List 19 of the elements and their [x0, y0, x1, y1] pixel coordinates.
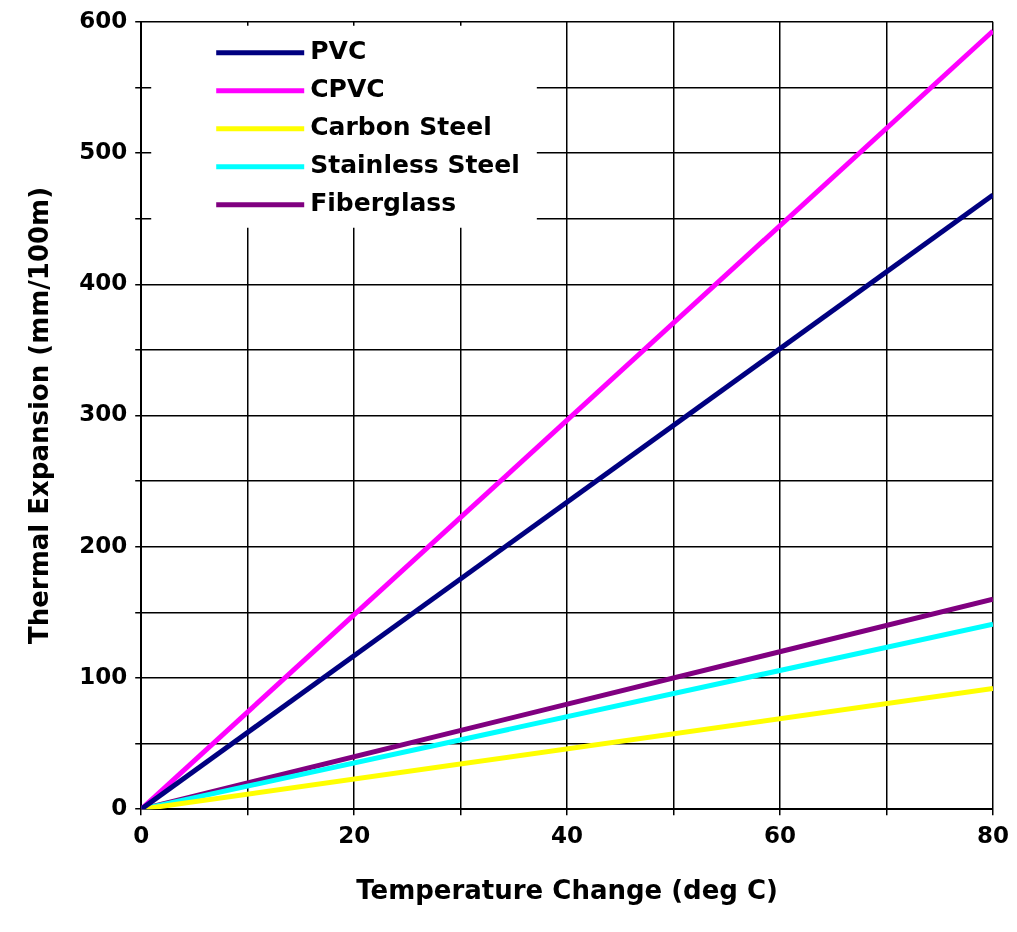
x-tick-label: 0: [133, 821, 150, 848]
y-tick-label: 500: [79, 138, 128, 164]
x-axis-title: Temperature Change (deg C): [356, 875, 778, 906]
y-axis-title: Thermal Expansion (mm/100m): [24, 186, 55, 645]
x-tick-label: 40: [551, 821, 584, 848]
y-tick-label: 600: [79, 6, 128, 33]
legend-label: Stainless Steel: [310, 150, 520, 180]
x-tick-label: 80: [976, 821, 1009, 848]
y-tick-label: 0: [111, 794, 128, 821]
y-tick-label: 300: [79, 400, 128, 427]
legend-label: Fiberglass: [310, 188, 457, 218]
y-tick-label: 400: [79, 269, 128, 296]
legend-label: PVC: [310, 36, 367, 66]
y-tick-label: 200: [79, 531, 128, 558]
legend-label: CPVC: [310, 74, 385, 104]
x-tick-label: 60: [764, 821, 797, 848]
x-tick-label: 20: [338, 821, 371, 848]
y-tick-label: 100: [79, 662, 128, 689]
legend-label: Carbon Steel: [310, 112, 492, 142]
